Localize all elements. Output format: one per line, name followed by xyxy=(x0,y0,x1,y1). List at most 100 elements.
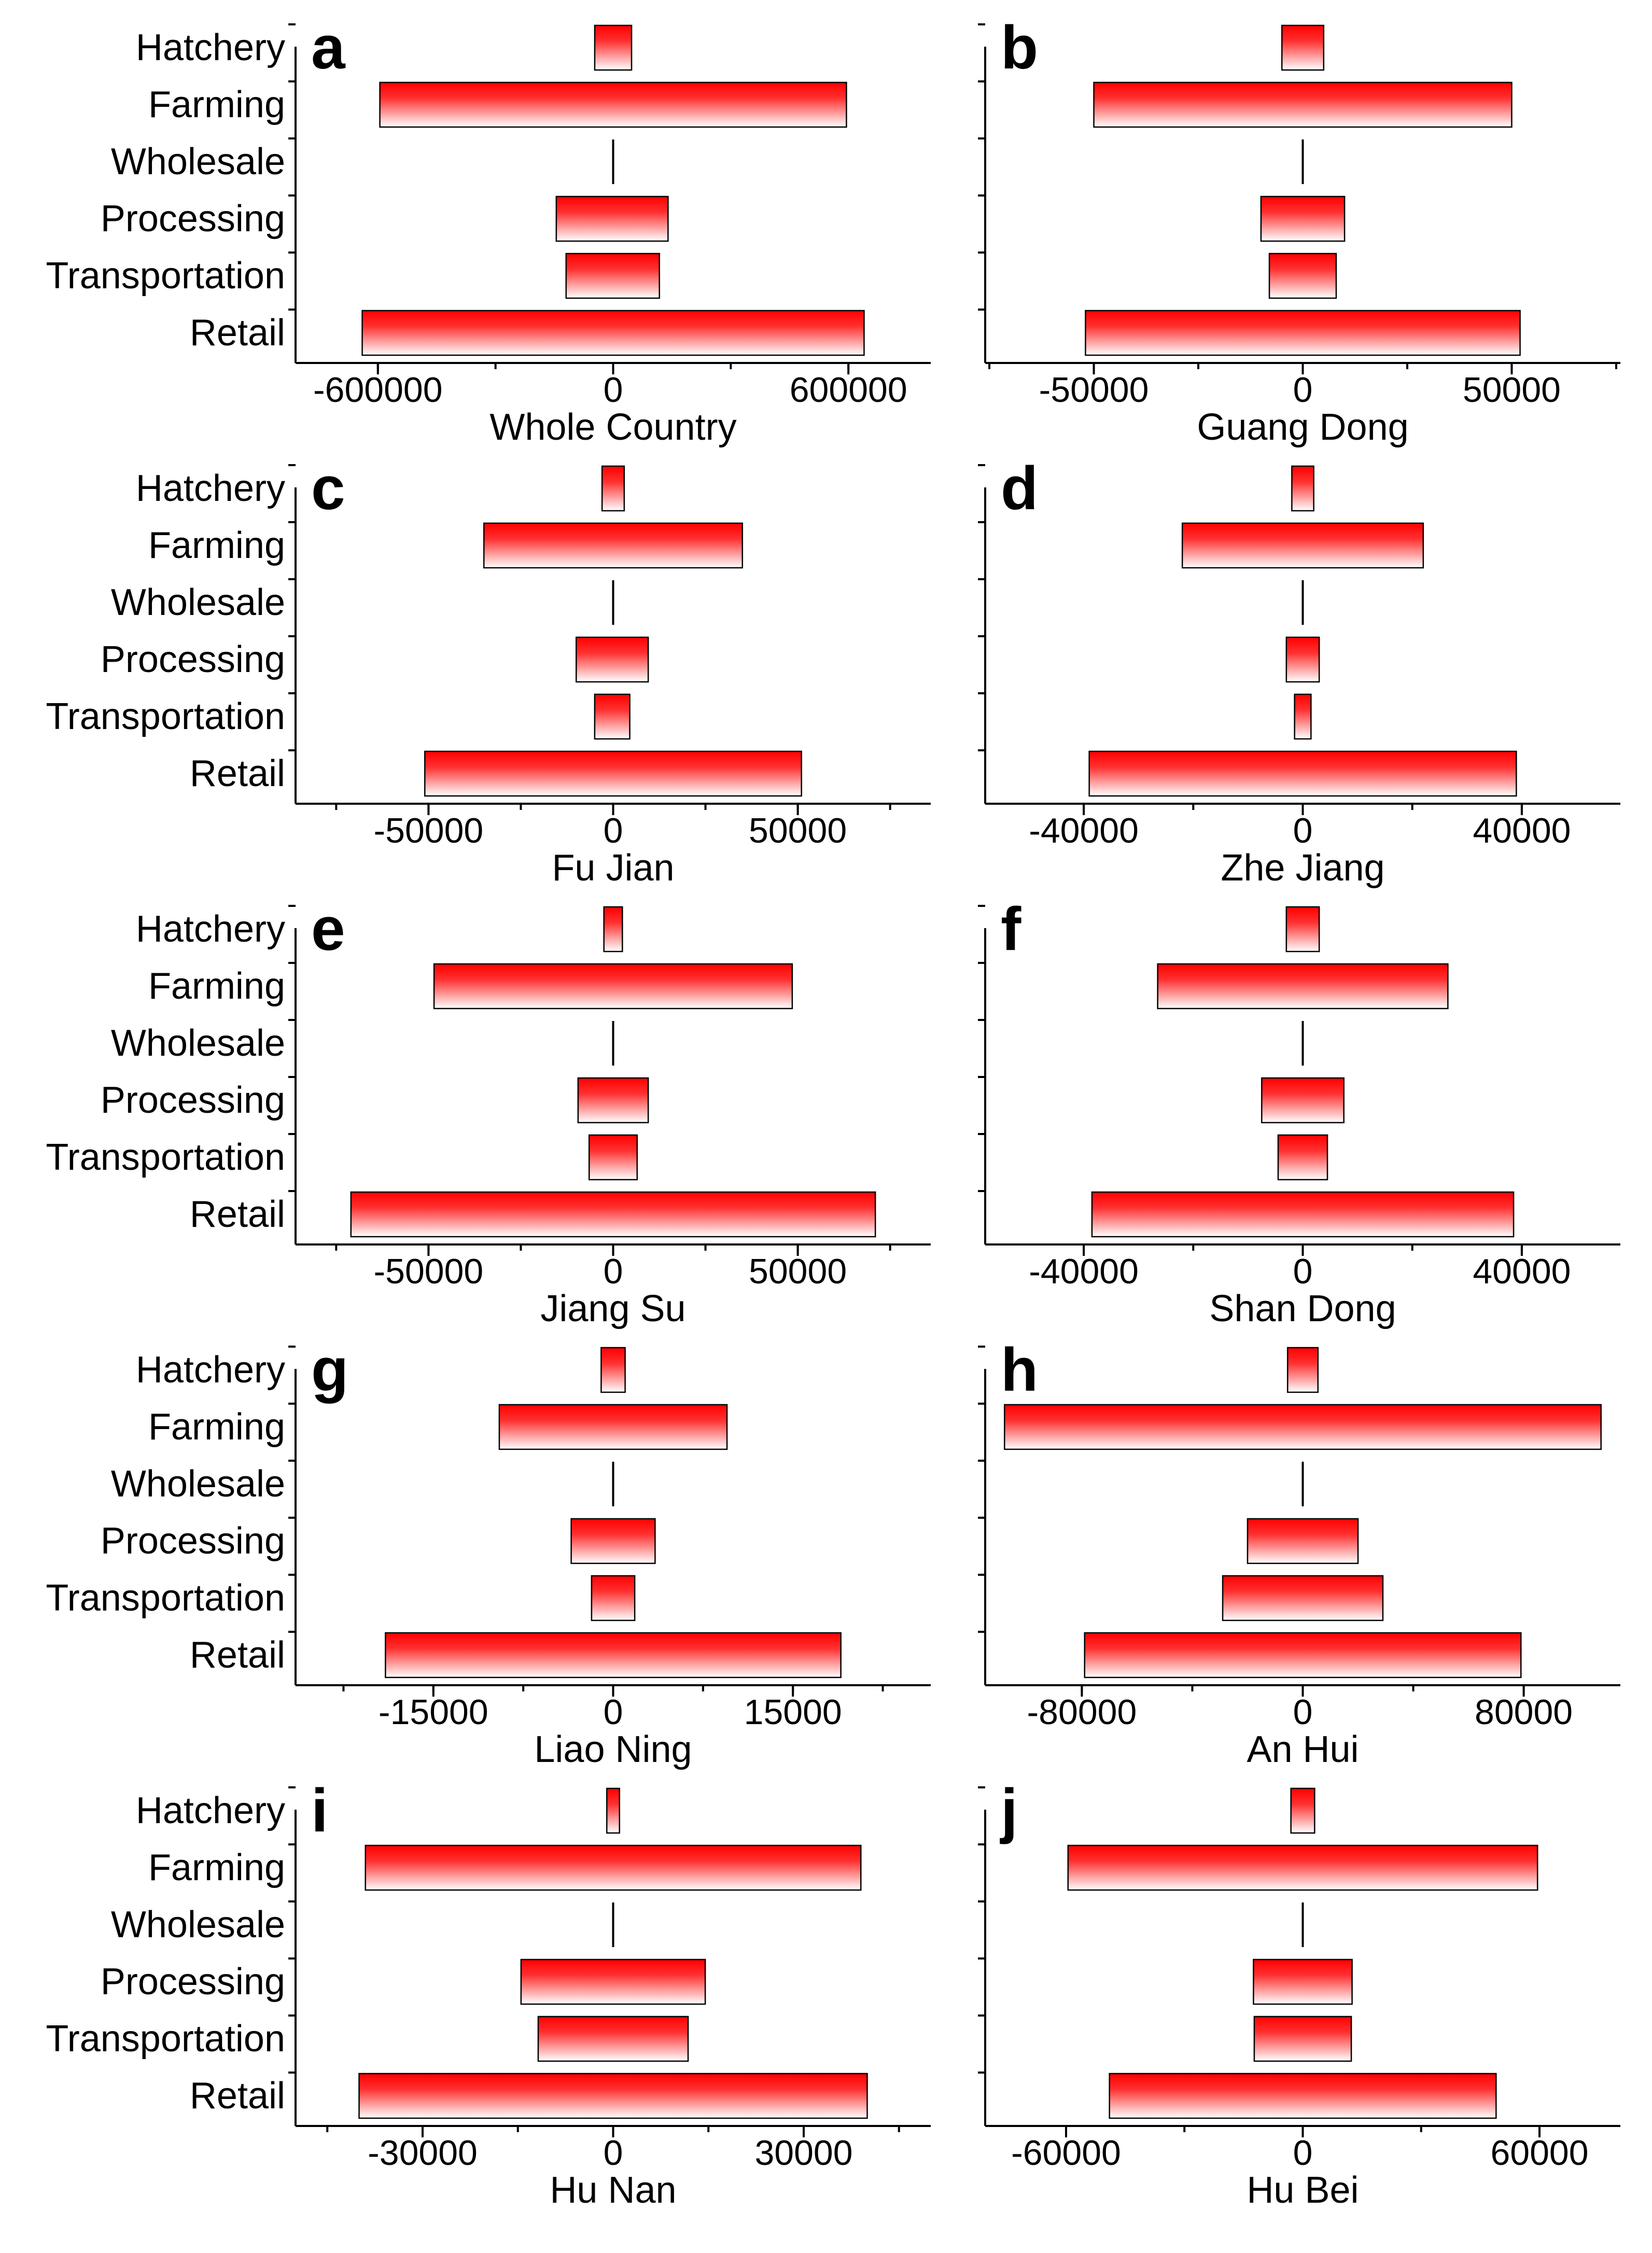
bar-retail xyxy=(1091,1191,1515,1238)
category-label-wholesale: Wholesale xyxy=(111,582,285,623)
bar-processing xyxy=(576,636,649,683)
category-label-farming: Farming xyxy=(148,1847,285,1888)
x-tick-label: 0 xyxy=(1293,1692,1313,1732)
category-label-retail: Retail xyxy=(190,2075,285,2117)
chart-panel-c: Hatchery Farming Wholesale Processing Transp… xyxy=(46,454,931,889)
x-tick-label: -50000 xyxy=(374,811,484,850)
category-label-processing: Processing xyxy=(101,1961,285,2003)
category-label-hatchery: Hatchery xyxy=(136,27,285,68)
bar-farming xyxy=(1067,1844,1538,1891)
bar-hatchery xyxy=(606,1787,620,1834)
category-label-farming: Farming xyxy=(148,1406,285,1448)
bar-transportation xyxy=(1253,2016,1352,2062)
category-label-farming: Farming xyxy=(148,525,285,566)
x-axis-title: Guang Dong xyxy=(1197,407,1408,448)
chart-panel-g: Hatchery Farming Wholesale Processing Transp… xyxy=(46,1336,931,1770)
bar-farming xyxy=(1004,1404,1602,1450)
x-axis-title: Hu Bei xyxy=(1247,2170,1359,2211)
bar-farming xyxy=(365,1844,862,1891)
bar-farming xyxy=(379,81,847,128)
bar-processing xyxy=(1247,1518,1359,1564)
panel-label: a xyxy=(311,13,346,82)
x-tick-label: 0 xyxy=(604,1692,623,1732)
bar-farming xyxy=(433,963,793,1010)
bar-retail xyxy=(1084,1632,1522,1678)
x-tick-label: -80000 xyxy=(1027,1692,1137,1732)
x-tick-label: -30000 xyxy=(368,2133,478,2173)
panel-label: e xyxy=(311,895,345,963)
x-axis-title: Zhe Jiang xyxy=(1221,847,1384,889)
chart-panel-d: -40000 0 40000 Zhe Jiang d xyxy=(978,454,1620,889)
bar-farming xyxy=(1181,522,1424,569)
panel-label: d xyxy=(1001,454,1038,523)
category-label-transportation: Transportation xyxy=(46,696,285,737)
category-label-wholesale: Wholesale xyxy=(111,141,285,183)
x-tick-label: 600000 xyxy=(790,370,907,410)
bar-hatchery xyxy=(600,1347,626,1393)
chart-panel-f: -40000 0 40000 Shan Dong f xyxy=(978,895,1620,1330)
bar-hatchery xyxy=(1291,465,1314,512)
panel-label: h xyxy=(1001,1336,1038,1404)
bar-transportation xyxy=(1294,693,1312,740)
category-label-retail: Retail xyxy=(190,1194,285,1235)
bar-processing xyxy=(1260,195,1346,242)
chart-panel-b: -50000 0 50000 Guang Dong b xyxy=(978,13,1620,448)
category-label-transportation: Transportation xyxy=(46,255,285,297)
bar-processing xyxy=(1253,1958,1353,2005)
category-label-wholesale: Wholesale xyxy=(111,1904,285,1946)
bar-farming xyxy=(1157,963,1449,1010)
category-label-farming: Farming xyxy=(148,965,285,1007)
bar-hatchery xyxy=(1286,1347,1319,1393)
x-tick-label: 60000 xyxy=(1490,2133,1588,2173)
category-label-transportation: Transportation xyxy=(46,1137,285,1178)
category-label-wholesale: Wholesale xyxy=(111,1463,285,1505)
x-axis-title: Whole Country xyxy=(489,407,736,448)
bar-processing xyxy=(1261,1077,1345,1124)
x-axis-title: Fu Jian xyxy=(552,847,674,889)
bar-hatchery xyxy=(603,906,623,953)
bar-processing xyxy=(1285,636,1320,683)
bar-hatchery xyxy=(1290,1787,1315,1834)
chart-panel-j: -60000 0 60000 Hu Bei j xyxy=(978,1776,1620,2211)
x-tick-label: 0 xyxy=(604,1252,623,1291)
bar-processing xyxy=(555,195,669,242)
category-label-processing: Processing xyxy=(101,1520,285,1562)
bar-farming xyxy=(483,522,744,569)
bar-hatchery xyxy=(594,24,633,71)
x-axis-title: Shan Dong xyxy=(1209,1288,1396,1330)
bar-hatchery xyxy=(1285,906,1320,953)
x-tick-label: -50000 xyxy=(1039,370,1149,410)
x-tick-label: -40000 xyxy=(1029,1252,1139,1291)
category-label-processing: Processing xyxy=(101,198,285,240)
x-tick-label: -40000 xyxy=(1029,811,1139,850)
bar-processing xyxy=(520,1958,706,2005)
x-tick-label: 15000 xyxy=(744,1692,842,1732)
x-tick-label: 80000 xyxy=(1475,1692,1573,1732)
chart-panel-i: Hatchery Farming Wholesale Processing Transp… xyxy=(46,1776,931,2211)
panel-label: j xyxy=(1000,1776,1018,1845)
category-label-transportation: Transportation xyxy=(46,2018,285,2060)
category-label-hatchery: Hatchery xyxy=(136,908,285,950)
panel-label: f xyxy=(1001,895,1021,963)
x-axis-title: Jiang Su xyxy=(540,1288,685,1330)
x-tick-label: 40000 xyxy=(1473,811,1571,850)
x-tick-label: 0 xyxy=(1293,1252,1313,1291)
bar-transportation xyxy=(537,2016,689,2062)
bar-retail xyxy=(385,1632,842,1678)
x-tick-label: -600000 xyxy=(313,370,443,410)
bar-transportation xyxy=(588,1134,638,1181)
bar-retail xyxy=(361,310,865,356)
bar-processing xyxy=(577,1077,649,1124)
category-label-retail: Retail xyxy=(190,753,285,794)
category-label-transportation: Transportation xyxy=(46,1577,285,1619)
x-tick-label: -60000 xyxy=(1011,2133,1121,2173)
category-label-retail: Retail xyxy=(190,312,285,354)
x-tick-label: 0 xyxy=(1293,370,1313,410)
bar-retail xyxy=(350,1191,876,1238)
bar-transportation xyxy=(594,693,631,740)
category-label-retail: Retail xyxy=(190,1634,285,1676)
bar-transportation xyxy=(1277,1134,1328,1181)
x-tick-label: 50000 xyxy=(749,1252,847,1291)
x-tick-label: 0 xyxy=(604,811,623,850)
x-tick-label: 30000 xyxy=(754,2133,852,2173)
